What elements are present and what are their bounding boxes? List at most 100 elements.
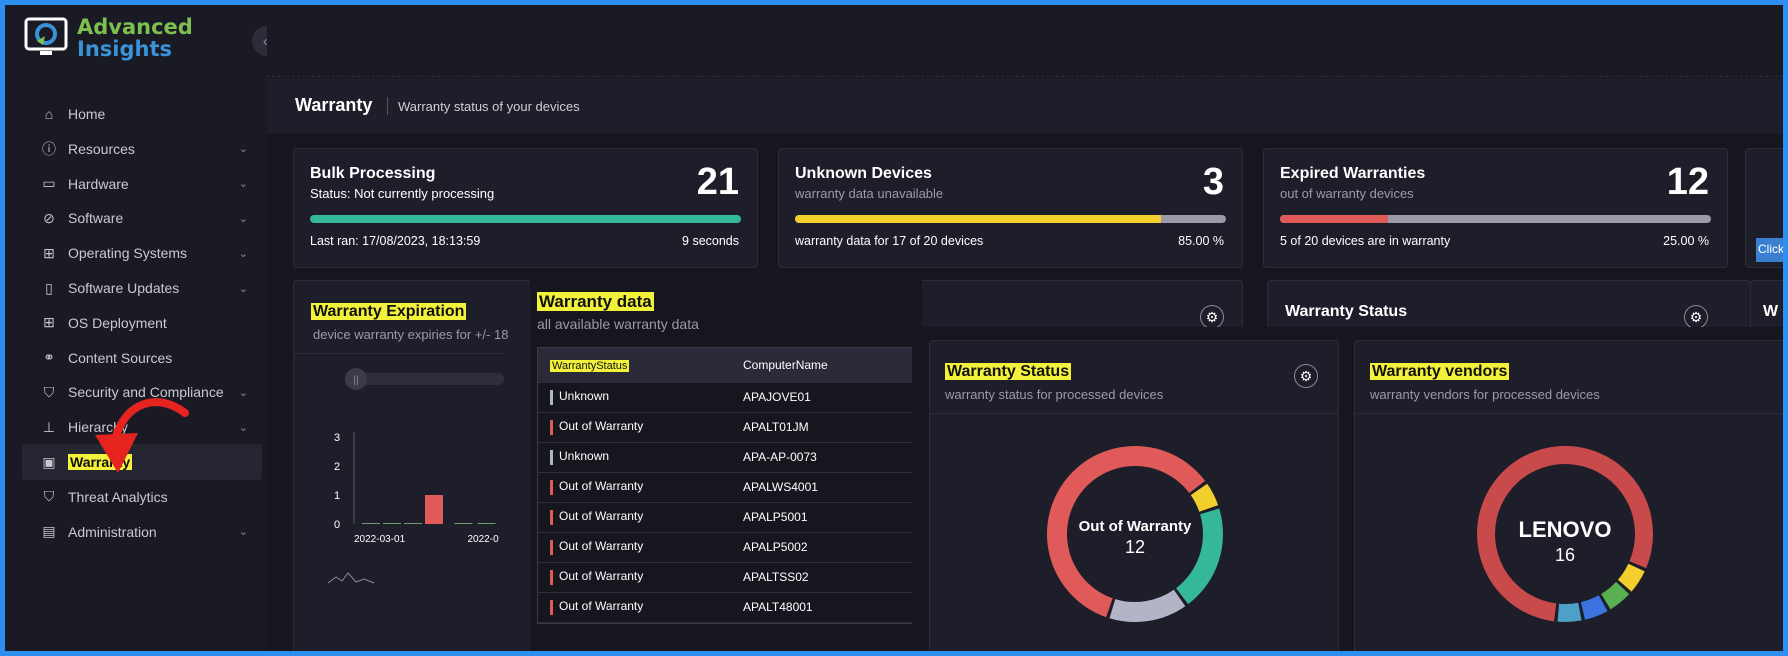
sidebar-item-label: Threat Analytics [68,488,168,505]
click-button[interactable]: Click [1756,238,1783,262]
sidebar-item-label: Hardware [68,175,129,192]
kpi-card-expired-warranties: Expired Warranties out of warranty device… [1263,148,1728,268]
warranty-data-subtitle: all available warranty data [537,316,699,332]
page-header: Warranty Warranty status of your devices [267,78,1783,134]
sidebar-item-os-deployment[interactable]: ⊞ OS Deployment [22,305,262,341]
logo-icon [24,17,68,55]
kpi-progress-fill [1280,215,1388,223]
chart-bar[interactable] [362,523,380,524]
kpi-number: 12 [1666,161,1709,203]
table-row[interactable]: Out of Warranty APALWS4001 [538,472,921,503]
warranty-status-text: Out of Warranty [559,569,644,584]
warranty-status-text: Unknown [559,449,610,464]
status-slice-2[interactable] [1176,508,1223,605]
computer-name-cell: APALT48001 [743,592,921,623]
warranty-status-settings-button[interactable]: ⚙ [1294,364,1318,388]
charts-overlay: Warranty Status warranty status for proc… [912,327,1783,651]
logo[interactable]: Advanced Insights [23,15,193,61]
sidebar-item-label: Resources [68,140,135,157]
sidebar-item-operating-systems[interactable]: ⊞ Operating Systems ⌄ [22,235,262,271]
sparkline-icon [327,572,375,584]
y-tick-label: 0 [334,519,340,531]
sidebar-item-home[interactable]: ⌂ Home [22,96,262,132]
sidebar-item-software-updates[interactable]: ▯ Software Updates ⌄ [22,270,262,306]
kpi-subtitle: out of warranty devices [1280,186,1414,201]
sidebar-item-hierarchy[interactable]: ⊥ Hierarchy ⌄ [22,409,262,445]
chart-bar[interactable] [404,523,422,524]
card-divider [1355,413,1783,414]
top-bar [267,5,1783,77]
logo-text: Advanced Insights [77,16,193,60]
warranty-data-settings-button[interactable]: ⚙ [1200,305,1224,329]
computer-name-cell: APALT01JM [743,412,921,443]
column-header-warranty-status[interactable]: WarrantyStatus [538,348,743,383]
vendor-slice-1[interactable] [1617,563,1645,592]
kpi-subtitle: warranty data unavailable [795,186,944,201]
sidebar-item-label: Software Updates [68,280,180,296]
updates-icon: ▯ [45,279,53,296]
sidebar-item-security-and-compliance[interactable]: ⛉ Security and Compliance ⌄ [22,374,262,410]
warranty-status-text: Unknown [559,389,610,404]
kpi-card-unknown-devices: Unknown Devices warranty data unavailable… [778,148,1243,268]
chevron-down-icon: ⌄ [238,212,248,225]
software-icon: ⊘ [43,209,55,226]
sidebar-item-administration[interactable]: ▤ Administration ⌄ [22,514,262,550]
app-window: Advanced Insights « ⌂HomeⓘResources⌄▭Har… [5,5,1783,651]
hierarchy-icon: ⊥ [42,418,56,435]
y-tick-label: 1 [334,490,340,502]
kpi-card-bulk-processing: Bulk Processing Status: Not currently pro… [293,148,758,268]
red-arrow-annotation [95,398,189,473]
vendors-center-value: 16 [1555,545,1575,565]
sidebar-item-threat-analytics[interactable]: ⛉ Threat Analytics [22,479,262,515]
home-icon: ⌂ [44,106,54,122]
table-row[interactable]: Unknown APAJOVE01 [538,382,921,413]
chart-bar[interactable] [477,523,496,524]
kpi-progress-fill [310,215,741,223]
hardware-icon: ▭ [42,175,56,192]
table-row[interactable]: Out of Warranty APALT01JM [538,412,921,443]
vendor-slice-4[interactable] [1557,602,1582,622]
computer-name-cell: APALP5002 [743,532,921,563]
date-range-slider[interactable] [354,373,504,385]
partial-card-title: W [1763,303,1779,320]
vendors-center-label: LENOVO [1519,517,1612,542]
kpi-title: Unknown Devices [795,165,932,182]
warranty-status-bg-settings-button[interactable]: ⚙ [1684,305,1708,329]
status-slice-1[interactable] [1190,483,1219,512]
chart-bar[interactable] [425,495,443,524]
chart-bar[interactable] [383,523,401,524]
kpi-progress-bar [1280,215,1711,223]
table-row[interactable]: Out of Warranty APALP5002 [538,532,921,563]
warranty-status-cell: Out of Warranty [538,562,743,593]
status-center-value: 12 [1125,537,1145,557]
sidebar-item-label: Content Sources [68,349,173,366]
sidebar-item-software[interactable]: ⊘ Software ⌄ [22,200,262,236]
chevron-down-icon: ⌄ [238,282,248,295]
kpi-footer: Last ran: 17/08/2023, 18:13:59 [310,234,481,248]
card-divider [930,413,1338,414]
column-header-computer-name[interactable]: ComputerName [743,348,921,383]
warranty-status-bg-title: Warranty Status [1285,303,1408,320]
warranty-status-text: Out of Warranty [559,509,644,524]
y-tick-label: 2 [334,461,340,473]
warranty-status-text: Out of Warranty [559,599,644,614]
sidebar-item-resources[interactable]: ⓘ Resources ⌄ [22,131,262,167]
vendor-slice-2[interactable] [1601,581,1630,610]
computer-name-cell: APALTSS02 [743,562,921,593]
vendor-slice-3[interactable] [1580,595,1608,620]
table-row[interactable]: Unknown APA-AP-0073 [538,442,921,473]
warranty-status-text: Out of Warranty [559,539,644,554]
table-row[interactable]: Out of Warranty APALP5001 [538,502,921,533]
chevron-down-icon: ⌄ [238,421,248,434]
table-row[interactable]: Out of Warranty APALTSS02 [538,562,921,593]
sidebar-item-content-sources[interactable]: ⚭ Content Sources [22,340,262,376]
table-row[interactable]: Out of Warranty APALT48001 [538,592,921,623]
status-slice-3[interactable] [1109,589,1186,622]
logo-line-1: Advanced [77,15,193,39]
computer-name-cell: APA-AP-0073 [743,442,921,473]
sidebar-item-label: Software [68,210,124,227]
sidebar-item-hardware[interactable]: ▭ Hardware ⌄ [22,166,262,202]
kpi-footer: 5 of 20 devices are in warranty [1280,234,1451,248]
chart-bar[interactable] [454,523,473,524]
slider-handle[interactable] [345,368,367,390]
